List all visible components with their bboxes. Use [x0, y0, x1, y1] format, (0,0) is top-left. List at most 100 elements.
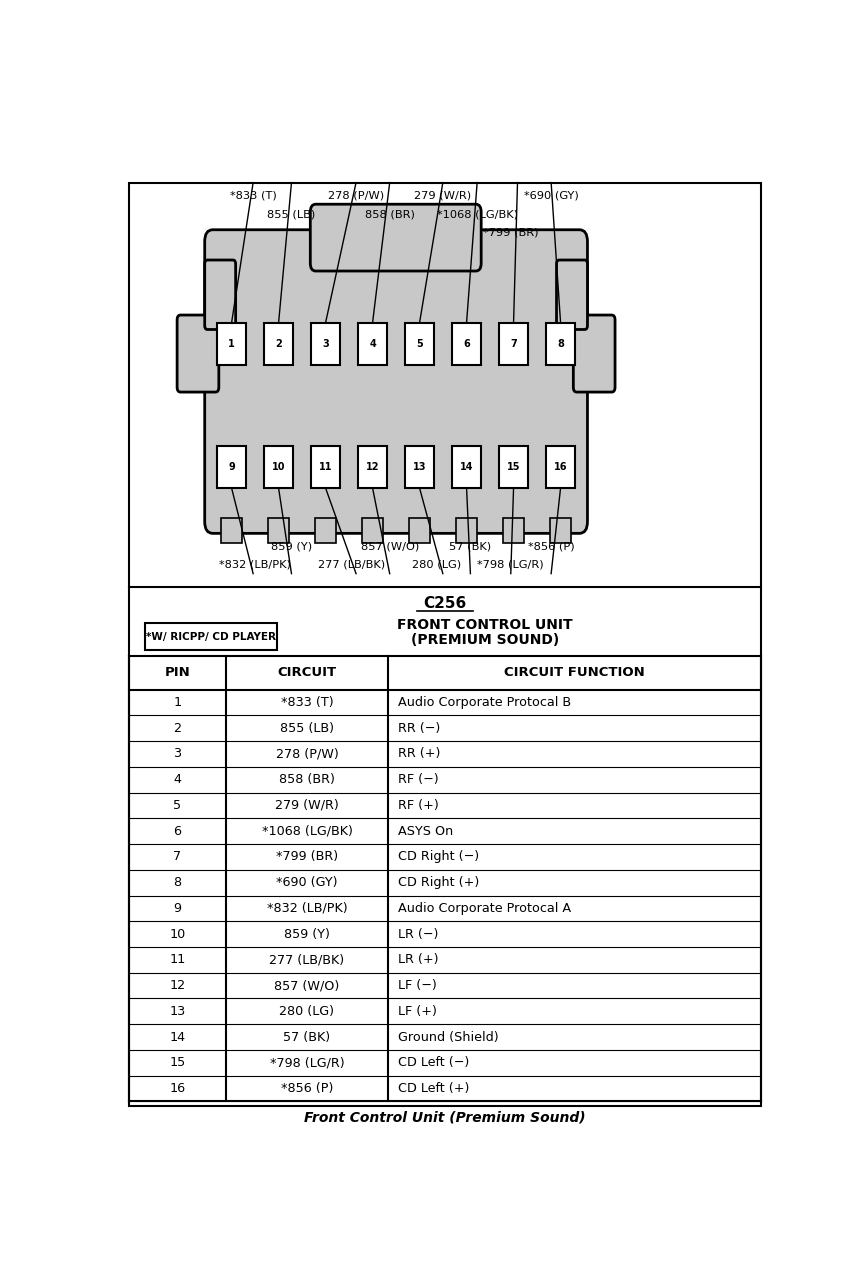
FancyBboxPatch shape [556, 260, 588, 329]
Text: Audio Corporate Protocal B: Audio Corporate Protocal B [398, 695, 571, 709]
Text: *798 (LG/R): *798 (LG/R) [270, 1057, 345, 1069]
Text: *856 (P): *856 (P) [528, 541, 575, 551]
Text: 8: 8 [557, 338, 564, 348]
Text: 2: 2 [275, 338, 282, 348]
Text: *1068 (LG/BK): *1068 (LG/BK) [437, 209, 517, 219]
Bar [268, 518, 289, 544]
Bar [264, 323, 293, 365]
Text: 277 (LB/BK): 277 (LB/BK) [319, 560, 385, 570]
Text: *690 (GY): *690 (GY) [276, 877, 338, 889]
Text: *799 (BR): *799 (BR) [276, 850, 338, 864]
Text: *690 (GY): *690 (GY) [523, 190, 578, 200]
Text: 15: 15 [507, 462, 520, 472]
Bar [549, 518, 571, 544]
Text: 13: 13 [413, 462, 426, 472]
Text: 8: 8 [174, 877, 181, 889]
Bar [409, 518, 431, 544]
Bar [452, 323, 481, 365]
Text: 279 (W/R): 279 (W/R) [275, 799, 339, 812]
FancyBboxPatch shape [311, 204, 481, 271]
Text: ASYS On: ASYS On [398, 824, 453, 837]
Text: 11: 11 [319, 462, 332, 472]
Text: Ground (Shield): Ground (Shield) [398, 1031, 498, 1044]
Text: 9: 9 [174, 902, 181, 915]
Text: 16: 16 [554, 462, 568, 472]
Text: 4: 4 [174, 773, 181, 786]
Text: RR (−): RR (−) [398, 722, 440, 735]
Text: 9: 9 [228, 462, 235, 472]
Text: 11: 11 [169, 953, 186, 966]
Text: CIRCUIT: CIRCUIT [278, 666, 337, 679]
Text: 1: 1 [174, 695, 181, 709]
Text: LR (−): LR (−) [398, 928, 438, 940]
Bar [358, 323, 387, 365]
Text: 278 (P/W): 278 (P/W) [328, 190, 385, 200]
Text: 1: 1 [228, 338, 235, 348]
Text: 10: 10 [169, 928, 186, 940]
Text: 14: 14 [169, 1031, 186, 1044]
Text: FRONT CONTROL UNIT: FRONT CONTROL UNIT [398, 618, 573, 632]
Text: RF (+): RF (+) [398, 799, 438, 812]
Text: 2: 2 [174, 722, 181, 735]
Text: CIRCUIT FUNCTION: CIRCUIT FUNCTION [504, 666, 645, 679]
Text: 10: 10 [272, 462, 286, 472]
Text: *833 (T): *833 (T) [230, 190, 277, 200]
Text: 279 (W/R): 279 (W/R) [414, 190, 471, 200]
Text: LF (−): LF (−) [398, 979, 437, 993]
Text: *833 (T): *833 (T) [280, 695, 333, 709]
Text: 857 (W/O): 857 (W/O) [360, 541, 419, 551]
Bar [358, 445, 387, 489]
Bar [405, 445, 434, 489]
Text: CD Left (−): CD Left (−) [398, 1057, 469, 1069]
Bar [217, 445, 246, 489]
Text: 858 (BR): 858 (BR) [365, 209, 415, 219]
Text: 13: 13 [169, 1005, 186, 1018]
Bar [499, 323, 528, 365]
Bar [503, 518, 524, 544]
Text: 4: 4 [369, 338, 376, 348]
Text: CD Right (−): CD Right (−) [398, 850, 479, 864]
Bar [405, 323, 434, 365]
FancyBboxPatch shape [177, 315, 219, 392]
Text: 858 (BR): 858 (BR) [279, 773, 335, 786]
Bar [315, 518, 337, 544]
Bar [362, 518, 384, 544]
Text: Audio Corporate Protocal A: Audio Corporate Protocal A [398, 902, 571, 915]
Bar [217, 323, 246, 365]
Text: RR (+): RR (+) [398, 748, 440, 760]
Bar [546, 323, 575, 365]
Text: 857 (W/O): 857 (W/O) [274, 979, 339, 993]
Text: *1068 (LG/BK): *1068 (LG/BK) [261, 824, 352, 837]
Text: 5: 5 [416, 338, 423, 348]
Text: CD Right (+): CD Right (+) [398, 877, 479, 889]
Text: LF (+): LF (+) [398, 1005, 437, 1018]
Text: *798 (LG/R): *798 (LG/R) [477, 560, 544, 570]
Text: 7: 7 [510, 338, 517, 348]
Text: LR (+): LR (+) [398, 953, 438, 966]
Text: 57 (BK): 57 (BK) [450, 541, 491, 551]
Text: 7: 7 [174, 850, 181, 864]
Text: 278 (P/W): 278 (P/W) [275, 748, 339, 760]
Text: 859 (Y): 859 (Y) [271, 541, 312, 551]
Text: 5: 5 [174, 799, 181, 812]
Text: 14: 14 [460, 462, 473, 472]
Text: PIN: PIN [165, 666, 190, 679]
Bar [546, 445, 575, 489]
Bar [456, 518, 477, 544]
Bar [311, 323, 340, 365]
Bar [499, 445, 528, 489]
Text: 15: 15 [169, 1057, 186, 1069]
Text: 16: 16 [169, 1082, 186, 1095]
FancyBboxPatch shape [574, 315, 615, 392]
Text: 855 (LB): 855 (LB) [267, 209, 316, 219]
Text: *856 (P): *856 (P) [280, 1082, 333, 1095]
Bar [220, 518, 242, 544]
Text: 12: 12 [365, 462, 379, 472]
FancyBboxPatch shape [205, 230, 588, 533]
Text: *W/ RICPP/ CD PLAYER: *W/ RICPP/ CD PLAYER [146, 632, 276, 642]
Bar [452, 445, 481, 489]
Text: 3: 3 [174, 748, 181, 760]
Text: RF (−): RF (−) [398, 773, 438, 786]
Text: 277 (LB/BK): 277 (LB/BK) [269, 953, 345, 966]
Text: 859 (Y): 859 (Y) [284, 928, 330, 940]
